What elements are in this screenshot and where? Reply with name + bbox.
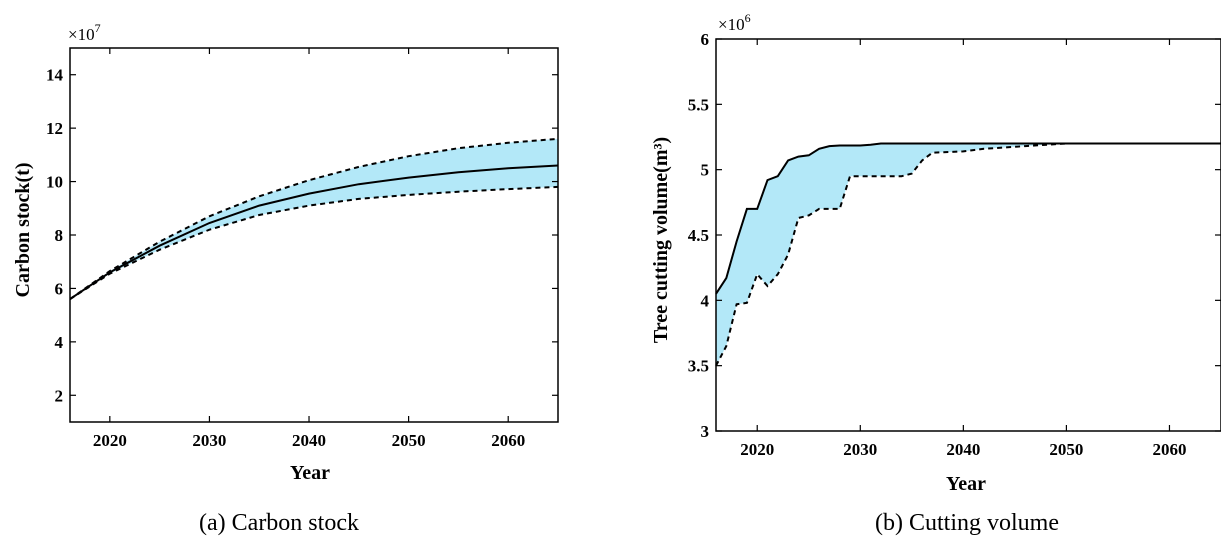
carbon-stock-y-multiplier: ×107	[68, 21, 101, 44]
carbon-stock-x-tick-label: 2060	[491, 431, 525, 450]
carbon-stock-caption: (a) Carbon stock	[199, 510, 359, 536]
cutting-volume-x-axis-label: Year	[946, 473, 986, 495]
cutting-volume-y-tick-label: 4.5	[688, 226, 709, 245]
cutting-volume-x-ticks: 2020 2030 2040 2050 2060	[740, 39, 1186, 459]
cutting-volume-y-multiplier: ×106	[718, 11, 751, 34]
carbon-stock-y-tick-label: 12	[46, 119, 63, 138]
cutting-volume-chart: 2020 2030 2040 2050 2060 33.544.555.56 Year …	[650, 11, 1221, 536]
cutting-volume-x-tick-label: 2030	[843, 440, 877, 459]
carbon-stock-y-tick-label: 10	[46, 173, 63, 192]
carbon-stock-x-tick-label: 2030	[192, 431, 226, 450]
carbon-stock-series-0-solid-line	[69, 164, 559, 300]
carbon-stock-y-tick-label: 8	[55, 226, 64, 245]
cutting-volume-y-multiplier-base: ×10	[718, 15, 745, 34]
carbon-stock-y-axis-label: Carbon stock(t)	[12, 163, 34, 298]
carbon-stock-y-multiplier-exponent: 7	[95, 21, 101, 35]
cutting-volume-y-tick-label: 5.5	[688, 95, 709, 114]
cutting-volume-uncertainty-band	[716, 143, 1221, 366]
cutting-volume-y-axis-label: Tree cutting volume(m³)	[650, 137, 672, 343]
carbon-stock-x-tick-label: 2050	[392, 431, 426, 450]
carbon-stock-plot-area	[69, 47, 559, 423]
cutting-volume-x-tick-label: 2050	[1049, 440, 1083, 459]
carbon-stock-y-ticks: 2 4 6 8 10 12 14	[46, 66, 558, 405]
carbon-stock-y-tick-label: 2	[55, 386, 64, 405]
carbon-stock-y-tick-label: 14	[46, 66, 64, 85]
carbon-stock-y-tick-label: 6	[55, 279, 64, 298]
cutting-volume-x-tick-label: 2020	[740, 440, 774, 459]
cutting-volume-y-multiplier-exponent: 6	[745, 11, 751, 25]
cutting-volume-x-tick-label: 2040	[946, 440, 980, 459]
cutting-volume-y-tick-label: 3	[701, 422, 710, 441]
carbon-stock-x-axis-label: Year	[290, 462, 330, 484]
cutting-volume-y-tick-label: 4	[701, 291, 710, 310]
carbon-stock-axes-box	[69, 47, 559, 423]
cutting-volume-caption: (b) Cutting volume	[875, 510, 1059, 536]
carbon-stock-chart: 2020 2030 2040 2050 2060 2 4 6 8 10 12 14 Year Car…	[12, 21, 559, 536]
cutting-volume-y-ticks: 3 3.5 4 4.5 5 5.5 6	[688, 30, 1221, 441]
cutting-volume-y-tick-label: 6	[701, 30, 710, 49]
cutting-volume-y-tick-label: 5	[701, 161, 710, 180]
carbon-stock-x-tick-label: 2040	[292, 431, 326, 450]
carbon-stock-x-tick-label: 2020	[93, 431, 127, 450]
cutting-volume-series-0-solid-line	[715, 142, 1221, 295]
cutting-volume-y-tick-label: 3.5	[688, 357, 709, 376]
carbon-stock-x-ticks: 2020 2030 2040 2050 2060	[93, 48, 525, 450]
carbon-stock-series-2-dashed-line	[69, 185, 559, 300]
cutting-volume-x-tick-label: 2060	[1152, 440, 1186, 459]
carbon-stock-uncertainty-band	[70, 138, 558, 300]
cutting-volume-plot-area	[715, 38, 1221, 432]
carbon-stock-y-tick-label: 4	[55, 333, 64, 352]
carbon-stock-y-multiplier-base: ×10	[68, 25, 95, 44]
